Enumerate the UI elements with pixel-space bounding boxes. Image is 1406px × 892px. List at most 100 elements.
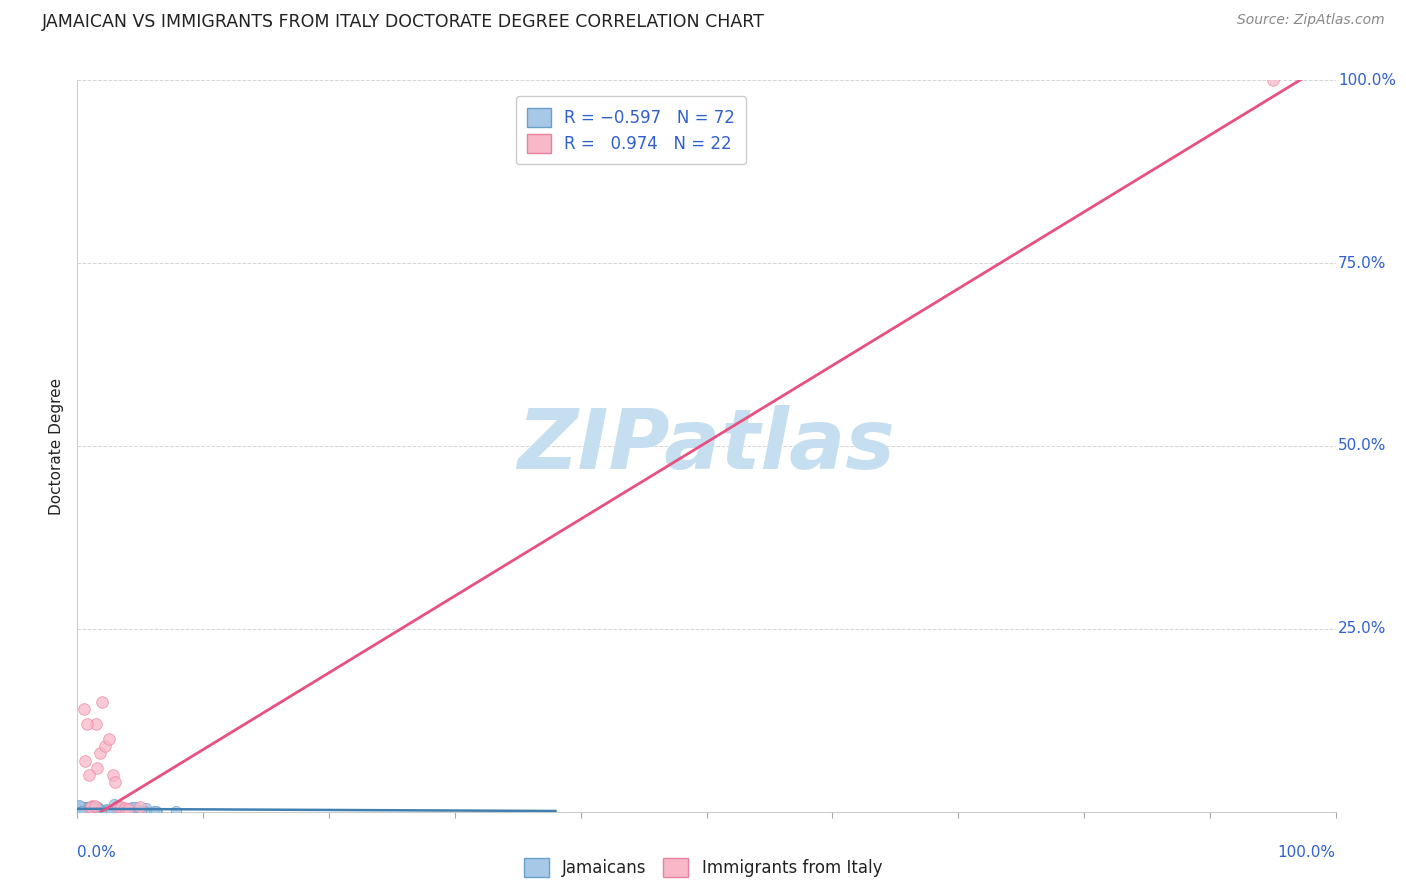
Point <box>145 805 167 819</box>
Point <box>75 800 97 814</box>
Point <box>73 754 96 768</box>
Point <box>72 804 94 818</box>
Point <box>75 801 97 815</box>
Point <box>94 739 117 753</box>
Point <box>165 804 187 818</box>
Point <box>114 801 136 815</box>
Point <box>117 804 139 818</box>
Point <box>72 803 94 817</box>
Point <box>84 801 107 815</box>
Text: 100.0%: 100.0% <box>1339 73 1396 87</box>
Point <box>87 802 110 816</box>
Point <box>75 804 97 818</box>
Point <box>84 717 107 731</box>
Point <box>87 801 110 815</box>
Point <box>87 801 110 815</box>
Point <box>101 804 124 818</box>
Text: 50.0%: 50.0% <box>1339 439 1386 453</box>
Point <box>67 803 90 817</box>
Point <box>104 802 127 816</box>
Point <box>94 803 117 817</box>
Point <box>100 805 122 819</box>
Point <box>76 803 98 817</box>
Point <box>142 804 165 818</box>
Point <box>66 804 89 818</box>
Point <box>79 805 101 819</box>
Point <box>79 801 101 815</box>
Legend: Jamaicans, Immigrants from Italy: Jamaicans, Immigrants from Italy <box>517 851 889 884</box>
Point <box>76 804 98 818</box>
Point <box>72 804 94 818</box>
Text: JAMAICAN VS IMMIGRANTS FROM ITALY DOCTORATE DEGREE CORRELATION CHART: JAMAICAN VS IMMIGRANTS FROM ITALY DOCTOR… <box>42 13 765 31</box>
Point <box>145 804 167 818</box>
Text: Source: ZipAtlas.com: Source: ZipAtlas.com <box>1237 13 1385 28</box>
Point <box>83 805 105 819</box>
Point <box>77 805 100 819</box>
Point <box>134 801 156 815</box>
Point <box>100 803 122 817</box>
Point <box>121 800 143 814</box>
Point <box>70 803 93 817</box>
Point <box>91 695 114 709</box>
Point <box>70 803 93 817</box>
Point <box>80 799 103 814</box>
Point <box>73 804 96 818</box>
Point <box>73 803 96 817</box>
Point <box>79 805 101 819</box>
Point <box>107 799 129 814</box>
Point <box>105 798 128 813</box>
Point <box>77 805 100 819</box>
Point <box>76 717 98 731</box>
Point <box>67 804 90 818</box>
Point <box>1261 73 1284 87</box>
Point <box>103 797 125 811</box>
Point <box>110 800 132 814</box>
Point <box>72 702 94 716</box>
Point <box>97 731 120 746</box>
Point <box>67 797 90 812</box>
Point <box>67 805 90 819</box>
Text: ZIPatlas: ZIPatlas <box>517 406 896 486</box>
Text: 100.0%: 100.0% <box>1278 845 1336 860</box>
Point <box>70 802 93 816</box>
Point <box>70 801 93 815</box>
Point <box>70 805 93 819</box>
Point <box>69 805 91 819</box>
Point <box>117 802 139 816</box>
Point <box>67 803 90 817</box>
Point <box>77 768 100 782</box>
Point <box>86 805 108 819</box>
Text: 0.0%: 0.0% <box>77 845 117 860</box>
Text: 25.0%: 25.0% <box>1339 622 1386 636</box>
Point <box>72 805 94 819</box>
Point <box>75 804 97 818</box>
Point <box>89 746 111 760</box>
Point <box>129 800 152 814</box>
Legend: R = −0.597   N = 72, R =   0.974   N = 22: R = −0.597 N = 72, R = 0.974 N = 22 <box>516 96 747 164</box>
Point <box>86 761 108 775</box>
Point <box>75 802 97 816</box>
Point <box>75 800 97 814</box>
Point <box>87 800 110 814</box>
Point <box>96 802 118 816</box>
Point <box>107 804 129 818</box>
Point <box>67 804 90 818</box>
Point <box>84 802 107 816</box>
Point <box>104 775 127 789</box>
Point <box>84 798 107 813</box>
Point <box>93 804 115 818</box>
Point <box>69 804 91 818</box>
Point <box>124 800 146 814</box>
Point <box>101 768 124 782</box>
Y-axis label: Doctorate Degree: Doctorate Degree <box>49 377 65 515</box>
Point <box>80 803 103 817</box>
Point <box>69 798 91 813</box>
Point <box>73 801 96 815</box>
Point <box>70 799 93 814</box>
Point <box>83 803 105 817</box>
Point <box>134 804 156 818</box>
Point <box>82 801 104 815</box>
Point <box>83 803 105 817</box>
Text: 75.0%: 75.0% <box>1339 256 1386 270</box>
Point <box>90 804 112 818</box>
